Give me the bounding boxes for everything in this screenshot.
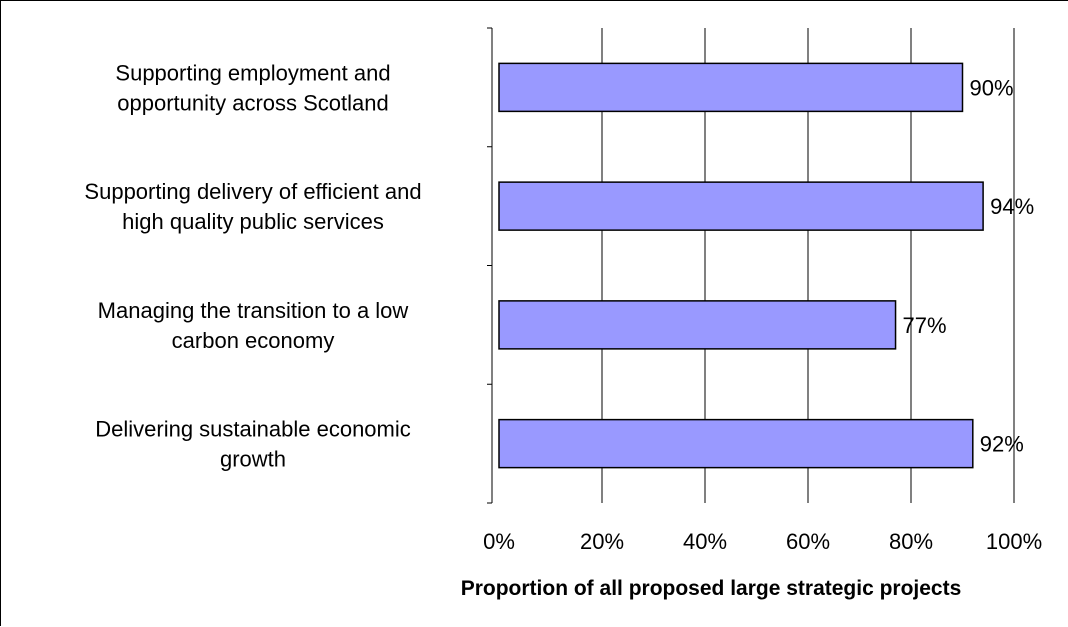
category-label: Supporting delivery of efficient and: [84, 179, 421, 204]
category-label: Supporting employment and: [115, 60, 390, 85]
category-label: high quality public services: [122, 209, 384, 234]
x-tick-label: 20%: [580, 529, 624, 554]
x-axis-title: Proportion of all proposed large strateg…: [461, 577, 962, 600]
x-tick-label: 80%: [889, 529, 933, 554]
axes: [487, 27, 493, 504]
bar: [498, 418, 974, 469]
bar: [498, 181, 984, 231]
x-tick-label: 40%: [683, 529, 727, 554]
data-label: 90%: [970, 75, 1014, 100]
category-label: Managing the transition to a low: [98, 298, 409, 323]
bar: [498, 62, 964, 113]
data-label: 77%: [903, 313, 947, 338]
category-label: carbon economy: [172, 328, 335, 353]
data-label: 92%: [980, 432, 1024, 457]
data-label: 94%: [990, 194, 1034, 219]
category-label: opportunity across Scotland: [117, 90, 389, 115]
bar: [498, 300, 897, 350]
category-label: growth: [220, 447, 286, 472]
bars: [498, 62, 984, 469]
category-label: Delivering sustainable economic: [95, 417, 411, 442]
x-tick-label: 100%: [986, 529, 1042, 554]
x-tick-label: 0%: [483, 529, 515, 554]
labels: 0% 20% 40% 60% 80% 100% 90% Supporting employme…: [84, 60, 1042, 554]
x-tick-label: 60%: [786, 529, 830, 554]
